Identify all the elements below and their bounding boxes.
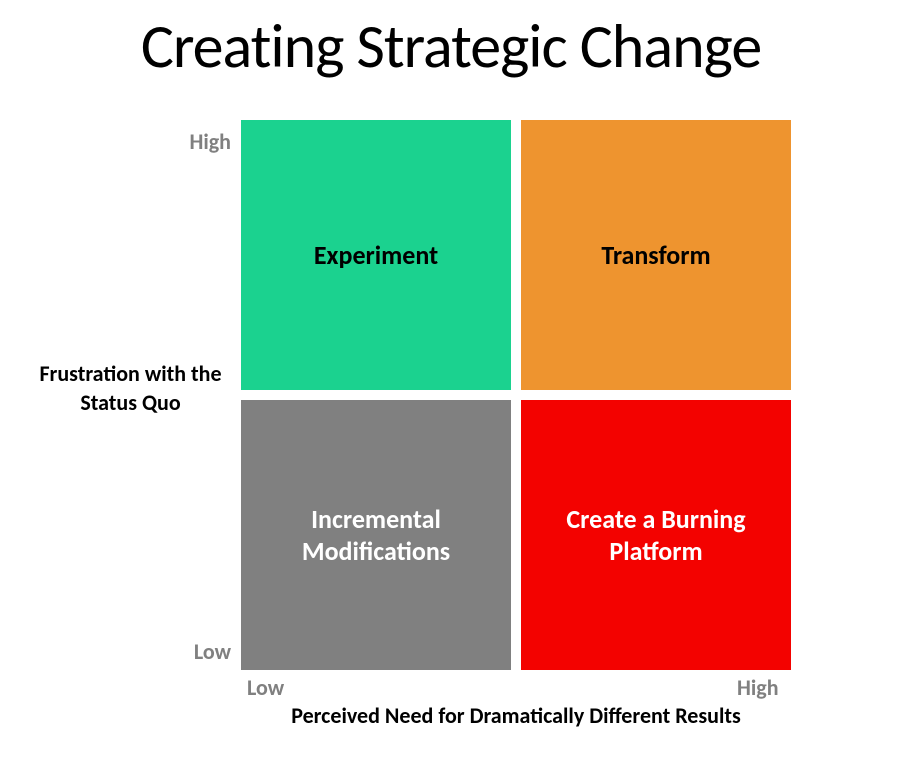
- diagram-title: Creating Strategic Change: [0, 8, 902, 84]
- quadrant-top-left-label: Experiment: [314, 239, 438, 272]
- x-axis-label: Perceived Need for Dramatically Differen…: [241, 702, 791, 731]
- y-axis-label: Frustration with the Status Quo: [28, 360, 233, 417]
- y-axis-high: High: [189, 128, 231, 155]
- quadrant-top-left: Experiment: [241, 120, 511, 390]
- x-axis-high: High: [737, 674, 779, 701]
- quadrant-bottom-right: Create a Burning Platform: [521, 400, 791, 670]
- x-axis-low: Low: [247, 674, 284, 701]
- quadrant-top-right: Transform: [521, 120, 791, 390]
- quadrant-bottom-left-label: Incremental Modifications: [263, 503, 489, 568]
- y-axis-low: Low: [194, 638, 231, 665]
- quadrant-top-right-label: Transform: [601, 239, 710, 272]
- quadrant-matrix: Experiment Transform Incremental Modific…: [241, 120, 791, 670]
- quadrant-bottom-left: Incremental Modifications: [241, 400, 511, 670]
- quadrant-bottom-right-label: Create a Burning Platform: [543, 503, 769, 568]
